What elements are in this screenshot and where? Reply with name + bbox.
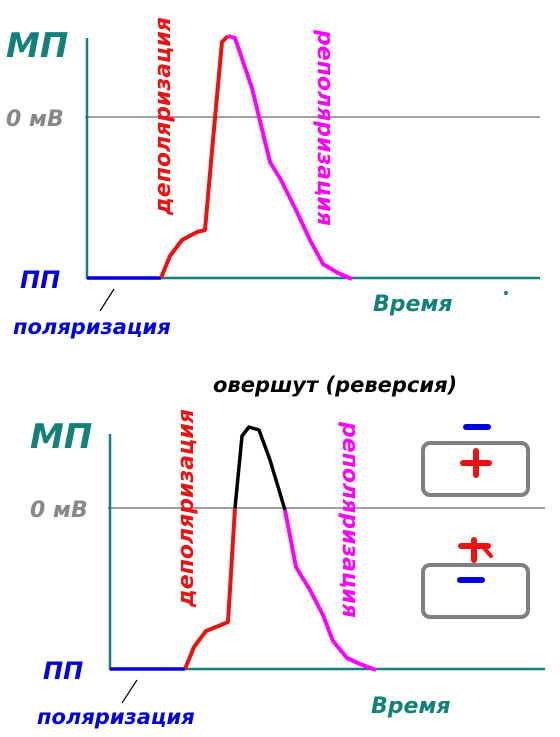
resting-potential-label: ПП (43, 657, 83, 685)
overshoot-title: овершут (реверсия) (213, 373, 457, 397)
y-axis-label: МП (6, 26, 68, 66)
polarization-label: поляризация (13, 315, 171, 339)
zero-label: 0 мВ (6, 107, 64, 132)
x-axis-label: Время (373, 292, 453, 317)
depolarization-label: деполяризация (151, 17, 176, 216)
overshoot-segment (233, 425, 287, 511)
x-axis-label: Время (371, 694, 451, 719)
membrane-box-resting (421, 537, 530, 619)
polarization-pointer (99, 288, 115, 312)
stray-mark (504, 291, 508, 295)
zero-label: 0 мВ (30, 498, 88, 523)
outside-plus-tick (482, 546, 493, 558)
repolarization-label: реполяризация (312, 29, 337, 226)
membrane-box-overshoot (421, 424, 530, 497)
membrane-box (421, 563, 530, 619)
repolarization-segment (227, 34, 353, 281)
y-axis-label: МП (30, 417, 92, 457)
repolarization-label: реполяризация (337, 421, 362, 618)
resting-potential-label: ПП (20, 266, 60, 294)
depolarization-segment (159, 34, 230, 279)
diagram-1: МП 0 мВ ПП поляризация Время деполяризац… (6, 17, 540, 339)
depolarization-label: деполяризация (174, 409, 199, 608)
repolarization-segment (283, 509, 377, 672)
polarization-pointer (121, 679, 138, 704)
membrane-box (421, 441, 530, 497)
polarization-label: поляризация (37, 705, 195, 729)
depolarization-segment (183, 507, 237, 670)
diagram-2: овершут (реверсия) МП 0 мВ ПП поляризаци… (30, 373, 545, 729)
